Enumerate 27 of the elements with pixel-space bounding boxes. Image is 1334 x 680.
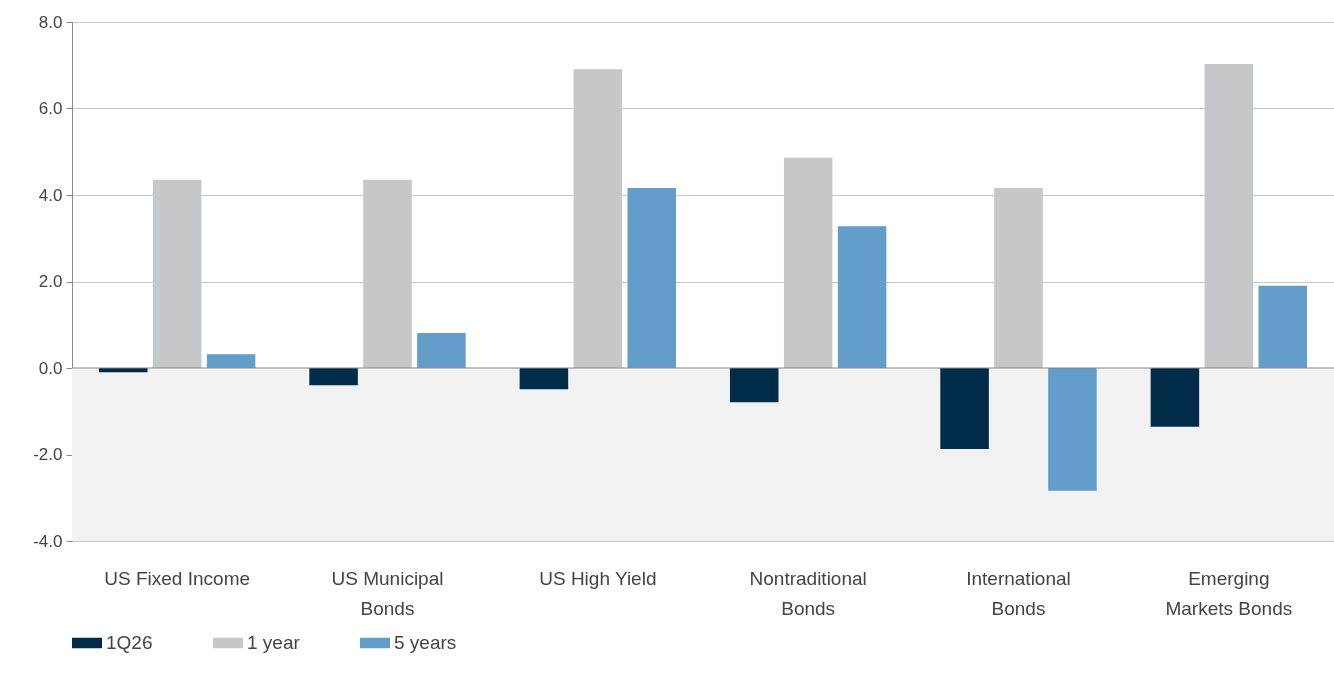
y-tick-label: 0.0 <box>38 358 63 378</box>
bar <box>1150 368 1200 427</box>
bar <box>1048 368 1097 491</box>
bar <box>206 354 256 368</box>
y-tick-label: 6.0 <box>38 99 63 118</box>
y-tick-label: -4.0 <box>33 531 63 551</box>
legend-label: 5 years <box>394 632 457 653</box>
legend-label: 1 year <box>247 632 301 653</box>
bar <box>837 226 887 368</box>
bar <box>519 368 569 390</box>
x-tick-label: Emerging Markets Bonds <box>1165 567 1293 619</box>
bar <box>940 368 989 449</box>
y-tick-label: 8.0 <box>38 12 63 32</box>
bar <box>1258 285 1308 368</box>
x-tick-label: International Bonds <box>966 567 1071 619</box>
y-tick-label: -2.0 <box>33 445 63 464</box>
legend-label: 1Q26 <box>106 632 153 653</box>
y-tick-label: 2.0 <box>38 272 63 291</box>
x-tick-label: US Fixed Income <box>104 567 251 589</box>
bar <box>309 368 358 386</box>
bar <box>627 188 677 368</box>
x-tick-label: US Municipal Bonds <box>331 567 444 619</box>
x-tick-label: US High Yield <box>539 567 657 589</box>
bar <box>417 332 466 368</box>
y-tick-label: 4.0 <box>38 185 63 205</box>
x-tick-label: Nontraditional Bonds <box>749 567 867 619</box>
bar <box>729 368 779 403</box>
